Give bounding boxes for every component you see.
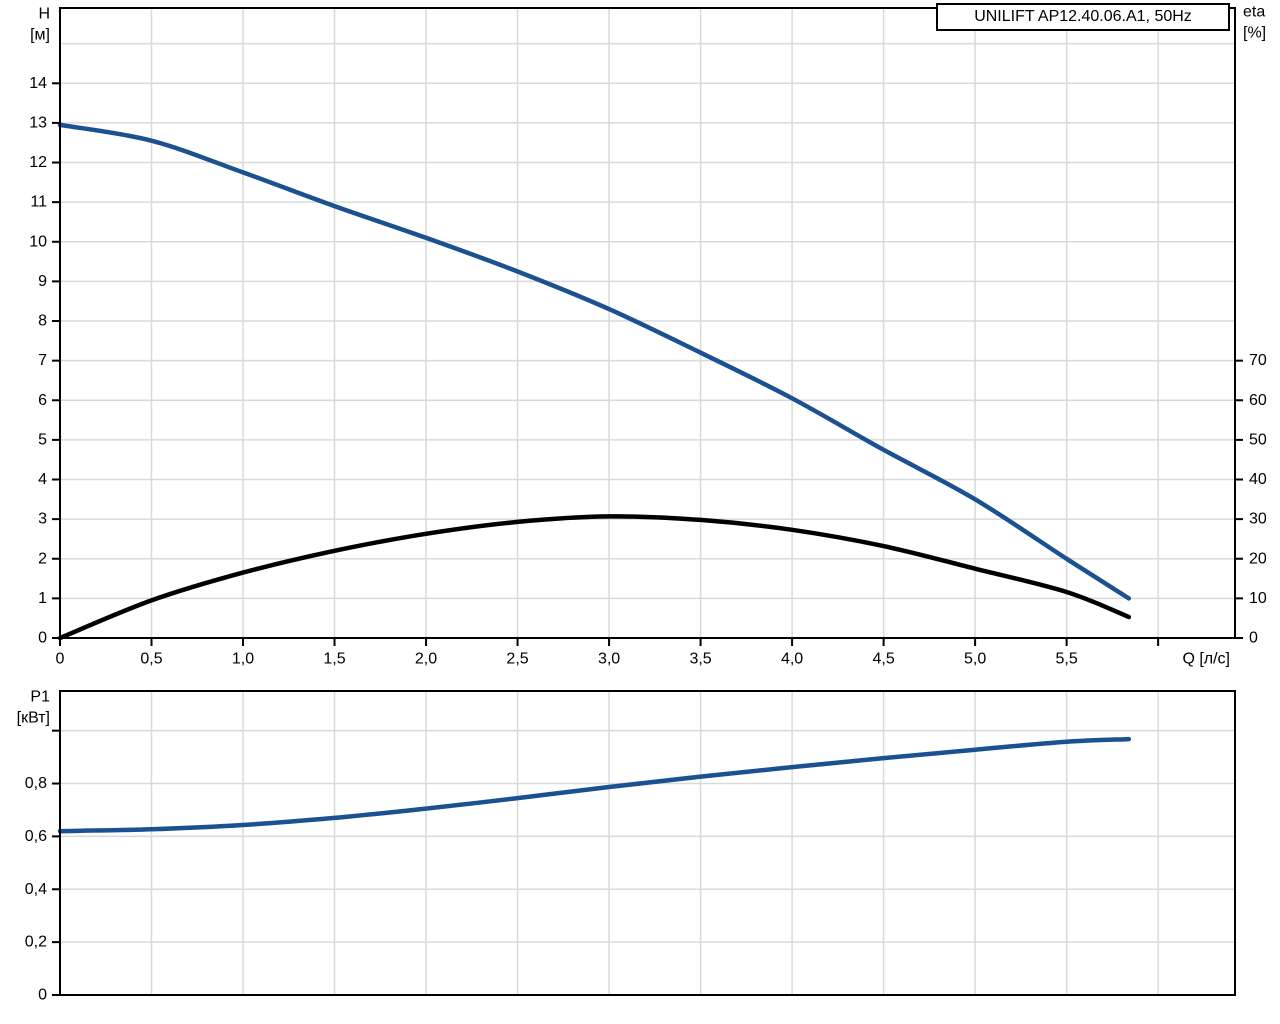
- curve-eta(Q): [57, 514, 1132, 641]
- primary-axis-unit: [кВт]: [17, 710, 50, 727]
- y-tick-label: 4: [38, 471, 47, 488]
- y2-tick-label: 50: [1249, 431, 1267, 448]
- y-tick-label: 0,8: [25, 775, 47, 792]
- x-tick-label: 5,0: [964, 651, 986, 668]
- y2-tick-label: 0: [1249, 630, 1258, 647]
- x-tick-label: 1,5: [323, 651, 345, 668]
- plot-border: [59, 690, 1236, 996]
- y-tick-label: 6: [38, 392, 47, 409]
- y-tick-label: 0,6: [25, 828, 47, 845]
- primary-axis-name: H: [38, 6, 50, 23]
- pump-model-title: UNILIFT AP12.40.06.A1, 50Hz: [936, 3, 1230, 31]
- y-tick-label: 9: [38, 273, 47, 290]
- x-tick-label: 1,0: [232, 651, 254, 668]
- y-tick-label: 0,2: [25, 934, 47, 951]
- x-tick-label: 5,5: [1055, 651, 1077, 668]
- curve-P1(Q): [57, 736, 1132, 834]
- y-tick-label: 5: [38, 431, 47, 448]
- y-tick-label: 2: [38, 550, 47, 567]
- y-tick-label: 11: [30, 194, 47, 211]
- y-tick-label: 13: [29, 114, 47, 131]
- plot-border: [59, 7, 1236, 639]
- y-tick-label: 0: [38, 630, 47, 647]
- y2-tick-label: 20: [1249, 550, 1267, 567]
- y-tick-label: 7: [38, 352, 47, 369]
- y2-tick-label: 40: [1249, 471, 1267, 488]
- y2-tick-label: 30: [1249, 511, 1267, 528]
- x-tick-label: 3,0: [598, 651, 620, 668]
- y-tick-label: 0: [38, 987, 47, 1004]
- y-tick-label: 12: [29, 154, 47, 171]
- x-tick-label: 3,5: [689, 651, 711, 668]
- y-tick-label: 0,4: [25, 881, 47, 898]
- x-tick-label: 4,5: [872, 651, 894, 668]
- x-tick-label: 0: [56, 651, 65, 668]
- power-chart: 0 0,2 0,4 0,6 0,8 P1 [кВт]: [17, 689, 1236, 1004]
- y-tick-label: 14: [29, 75, 47, 92]
- y2-tick-label: 70: [1249, 352, 1267, 369]
- secondary-axis-name: eta: [1243, 4, 1265, 21]
- secondary-axis-unit: [%]: [1243, 25, 1266, 42]
- y-tick-label: 3: [38, 511, 47, 528]
- x-axis-name: Q [л/с]: [1182, 651, 1230, 668]
- y2-tick-label: 60: [1249, 392, 1267, 409]
- y-tick-label: 8: [38, 313, 47, 330]
- y2-tick-label: 10: [1249, 590, 1267, 607]
- y-tick-label: 1: [38, 590, 47, 607]
- x-tick-label: 0,5: [140, 651, 162, 668]
- curve-H(Q): [57, 122, 1132, 601]
- primary-axis-unit: [м]: [30, 27, 50, 44]
- x-tick-label: 4,0: [781, 651, 803, 668]
- y-tick-label: 10: [29, 233, 47, 250]
- x-tick-label: 2,0: [415, 651, 437, 668]
- x-tick-label: 2,5: [506, 651, 528, 668]
- primary-axis-name: P1: [30, 689, 50, 706]
